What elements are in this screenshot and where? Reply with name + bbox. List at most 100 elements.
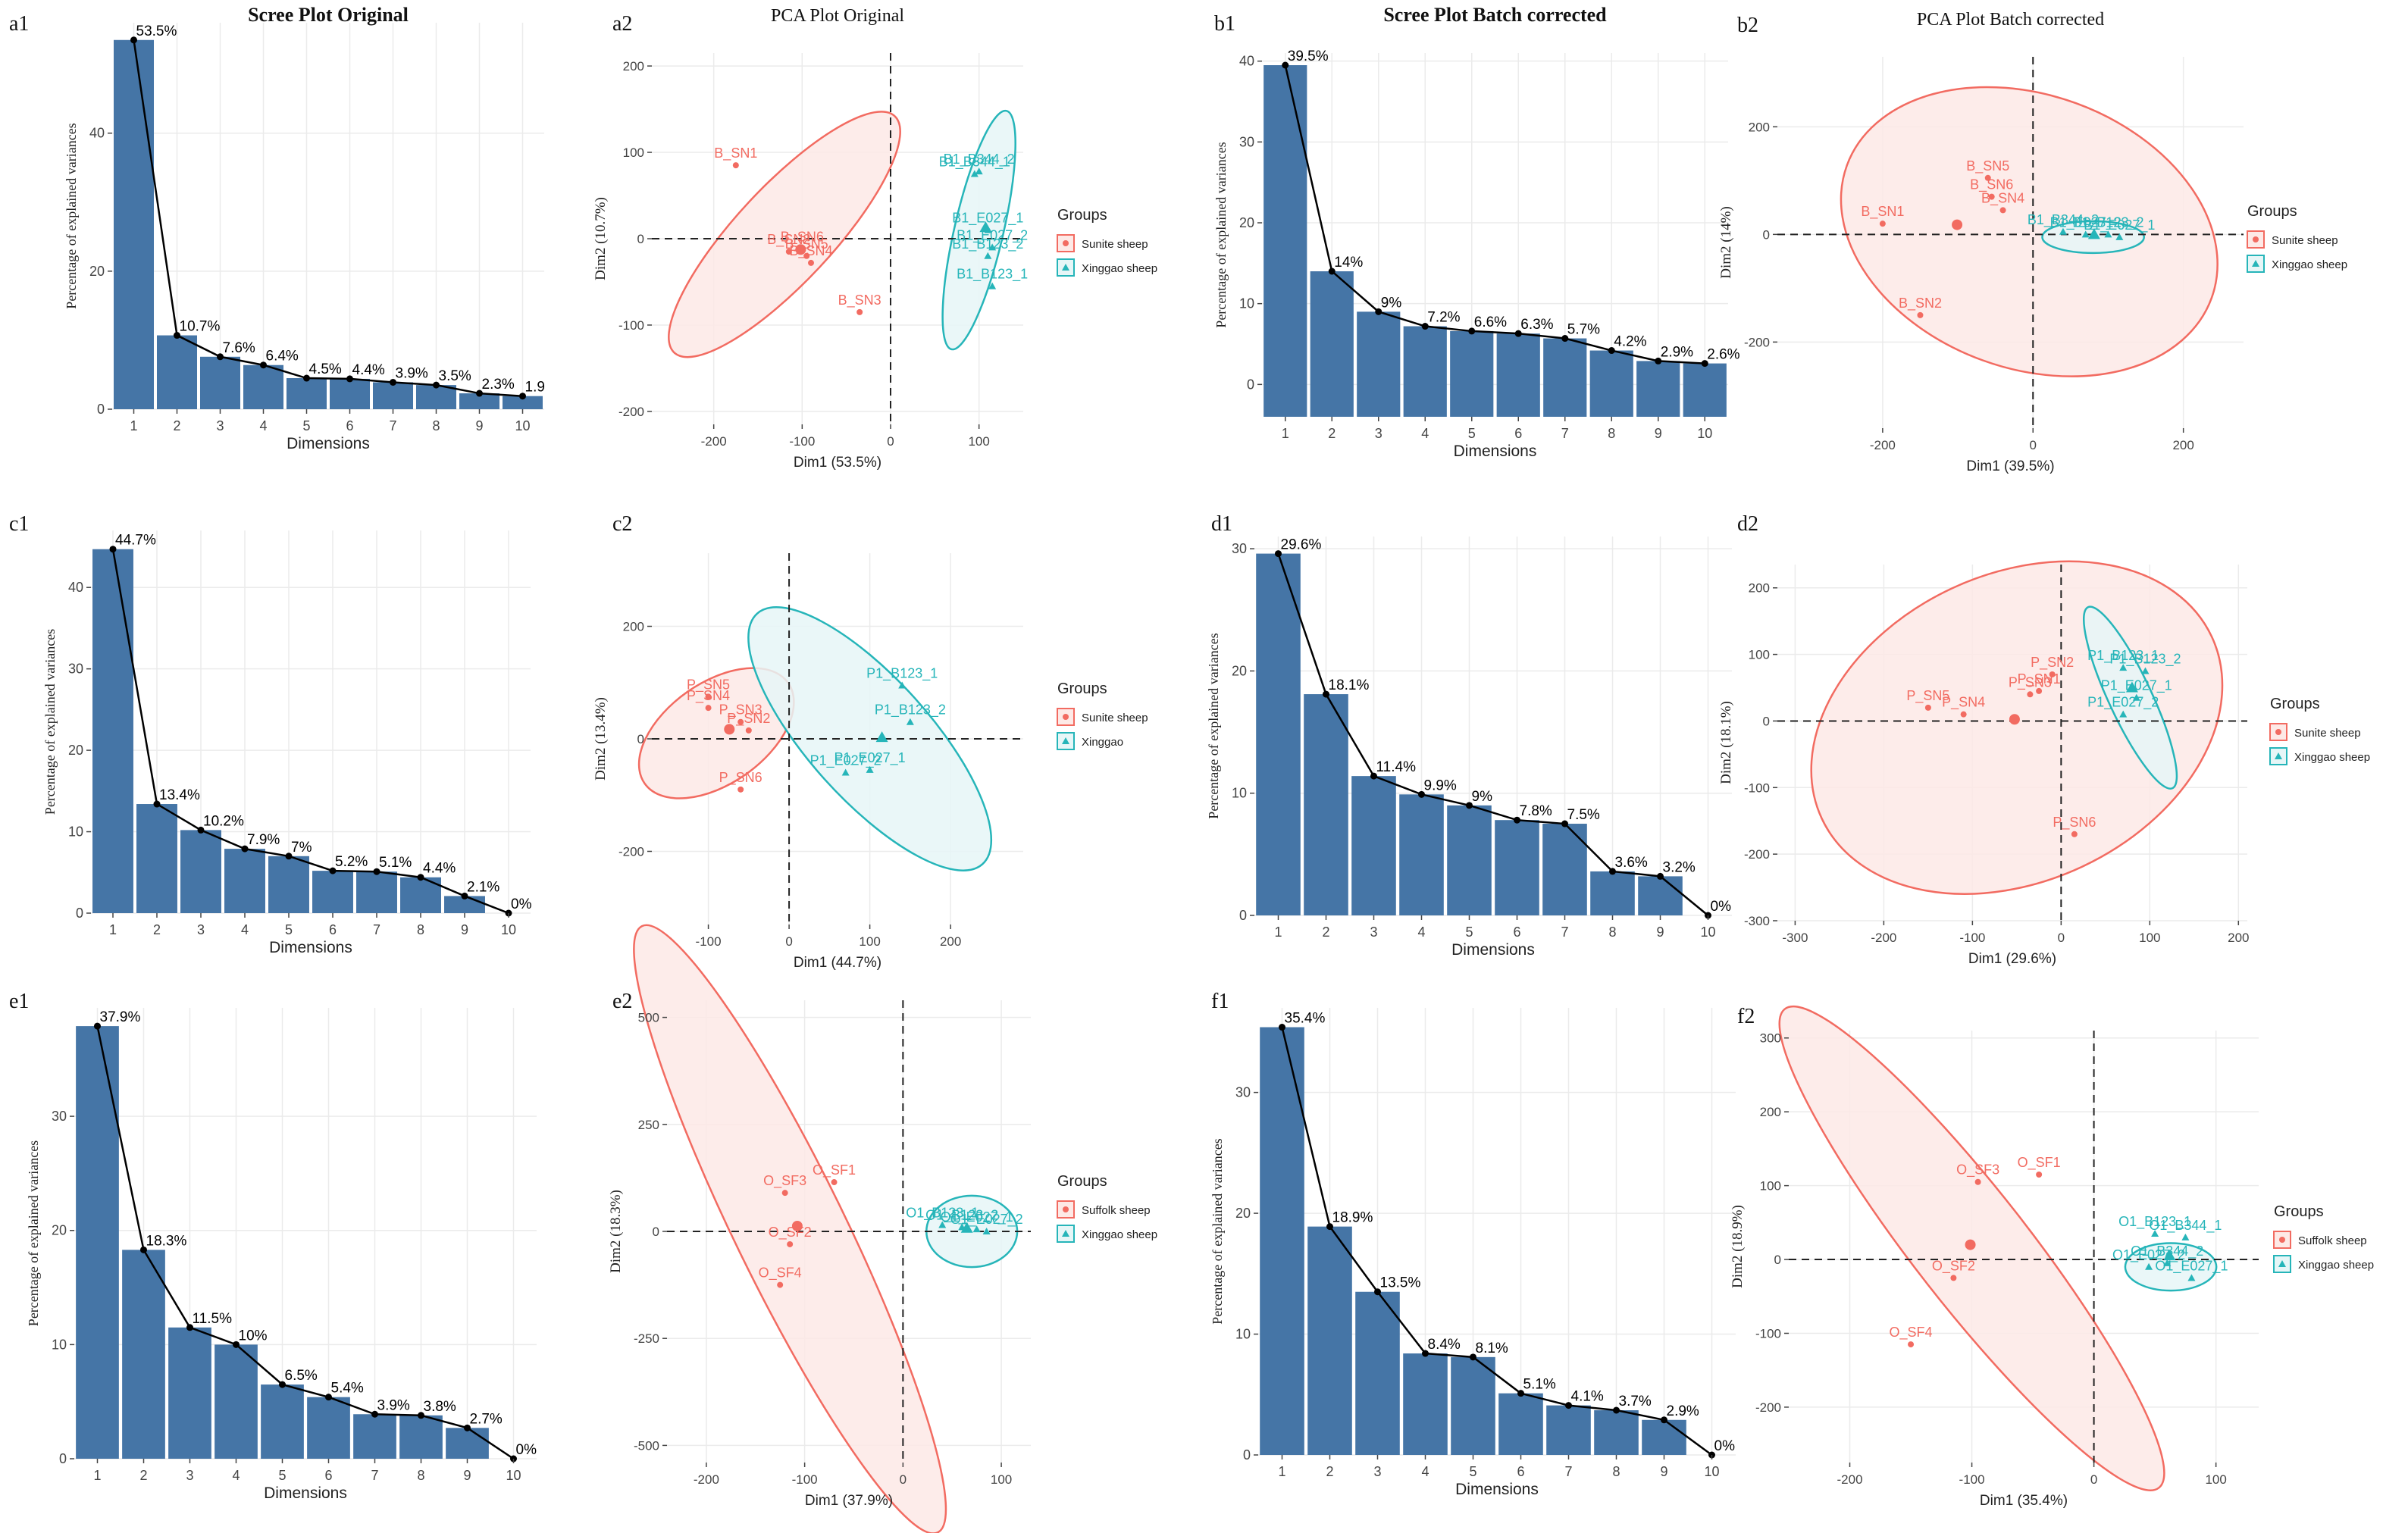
point-label: O_SF4 <box>1890 1325 1933 1341</box>
value-label-6: 5.2% <box>335 854 368 870</box>
scree-point-4 <box>1418 790 1425 798</box>
legend-title: Groups <box>1057 1173 1107 1190</box>
value-label-1: 35.4% <box>1285 1011 1326 1027</box>
x-tick-label: 4 <box>1421 426 1429 441</box>
group-centroid <box>875 731 888 743</box>
scree-point-9 <box>461 892 468 899</box>
value-label-5: 4.5% <box>309 361 342 377</box>
x-tick-label: 0 <box>2058 931 2065 945</box>
data-point <box>1917 311 1924 318</box>
point-label: P_SN6 <box>719 770 762 786</box>
x-tick-label: 200 <box>940 934 961 949</box>
bar-2 <box>1310 271 1354 417</box>
x-tick-label: 9 <box>1655 426 1662 441</box>
x-tick-label: 9 <box>463 1468 471 1483</box>
data-point <box>2181 1233 2190 1240</box>
legend-item-2: Xinggao sheep <box>2298 1259 2374 1272</box>
scree-point-6 <box>346 375 353 383</box>
bar-6 <box>329 378 371 409</box>
data-point <box>1924 704 1931 711</box>
scree-point-7 <box>390 378 396 386</box>
y-tick-label: 30 <box>1232 541 1247 556</box>
value-label-4: 9.9% <box>1424 777 1457 793</box>
legend: Groups Suffolk sheep Xinggao sheep <box>2273 1203 2374 1273</box>
scree-point-3 <box>217 353 224 361</box>
point-label: P_SN5 <box>687 677 730 693</box>
legend-marker <box>2252 260 2259 267</box>
value-label-2: 18.1% <box>1329 677 1370 693</box>
scree-point-8 <box>1608 347 1615 355</box>
scree-point-3 <box>197 826 205 834</box>
scree-point-1 <box>1279 1024 1285 1031</box>
point-label: O1_B344_2 <box>2131 1244 2203 1259</box>
value-label-7: 5.7% <box>1567 322 1600 338</box>
data-point <box>705 705 712 712</box>
point-label: O1_E027_1 <box>941 1209 1013 1225</box>
y-tick-label: 100 <box>1749 648 1770 662</box>
point-label: O1_E027_1 <box>2155 1258 2228 1274</box>
panel-label: f1 <box>1211 990 1229 1013</box>
value-label-3: 9% <box>1381 295 1402 311</box>
y-tick-label: 200 <box>1760 1105 1781 1119</box>
value-label-6: 5.4% <box>331 1381 364 1397</box>
point-label: P_SN4 <box>1942 695 1985 711</box>
point-label: O1_E027_2 <box>2112 1247 2185 1263</box>
point-label: B1_B344_2 <box>944 152 1015 167</box>
data-point <box>1879 221 1886 227</box>
value-label-10: 1.9 <box>525 380 545 396</box>
bar-7 <box>356 871 397 913</box>
point-label: O_SF2 <box>769 1225 812 1240</box>
confidence-ellipse-2 <box>747 606 993 871</box>
x-tick-label: 7 <box>1564 1464 1572 1479</box>
bar-4 <box>1403 326 1447 417</box>
group-centroid <box>1952 219 1963 230</box>
legend-title: Groups <box>2247 203 2297 220</box>
scree-point-9 <box>464 1424 471 1431</box>
value-label-9: 2.9% <box>1667 1403 1699 1419</box>
x-axis-title: Dimensions <box>264 1485 347 1502</box>
panel-label: f2 <box>1737 1005 1755 1028</box>
y-axis-title: Percentage of explained variances <box>64 123 79 308</box>
point-label: P_SN1 <box>2018 671 2061 687</box>
point-label: P_SN3 <box>719 702 762 718</box>
point-label: P1_E027_2 <box>810 753 881 769</box>
x-tick-label: 7 <box>371 1468 378 1483</box>
x-tick-label: -200 <box>701 434 727 449</box>
bar-9 <box>446 1428 489 1459</box>
panel-label: a1 <box>9 12 29 36</box>
data-point <box>737 786 744 793</box>
data-point <box>866 765 874 773</box>
x-tick-label: 3 <box>1373 1464 1381 1479</box>
value-label-8: 4.2% <box>1614 334 1646 350</box>
value-label-7: 3.9% <box>396 365 428 381</box>
value-label-3: 10.2% <box>203 813 244 829</box>
data-point <box>2163 1259 2172 1266</box>
data-point <box>705 693 712 700</box>
group-centroid <box>795 244 806 255</box>
point-label: B_SN5 <box>1966 158 2009 174</box>
x-axis-title: Dim1 (35.4%) <box>1980 1493 2068 1509</box>
y-tick-label: 10 <box>1232 786 1247 801</box>
x-tick-label: 5 <box>1465 924 1473 940</box>
value-label-6: 7.8% <box>1520 803 1552 819</box>
y-tick-label: 20 <box>1232 663 1247 678</box>
scree-point-8 <box>1609 868 1616 875</box>
value-label-5: 7% <box>291 840 312 856</box>
value-label-2: 18.9% <box>1332 1210 1373 1226</box>
y-tick-label: 100 <box>623 145 644 160</box>
legend: Groups Sunite sheep Xinggao sheep <box>2247 203 2347 273</box>
point-label: P_SN2 <box>2031 655 2074 671</box>
point-label: B_SN3 <box>838 293 881 308</box>
y-tick-label: -200 <box>618 844 644 859</box>
data-point <box>972 1225 981 1233</box>
bar-1 <box>92 549 133 913</box>
panel-d1: d1 29.6% 18.1% 11.4% 9.9% 9% 7.8% 7.5% 3.6% 3.2% 0… <box>1206 512 1732 959</box>
y-tick-label: 20 <box>52 1223 67 1238</box>
data-point <box>2115 233 2124 240</box>
value-label-4: 8.4% <box>1428 1337 1461 1353</box>
point-label: P_SN5 <box>1906 688 1949 704</box>
bar-9 <box>1638 876 1683 915</box>
scree-point-5 <box>1468 327 1476 335</box>
x-axis-title: Dimensions <box>1454 443 1537 460</box>
